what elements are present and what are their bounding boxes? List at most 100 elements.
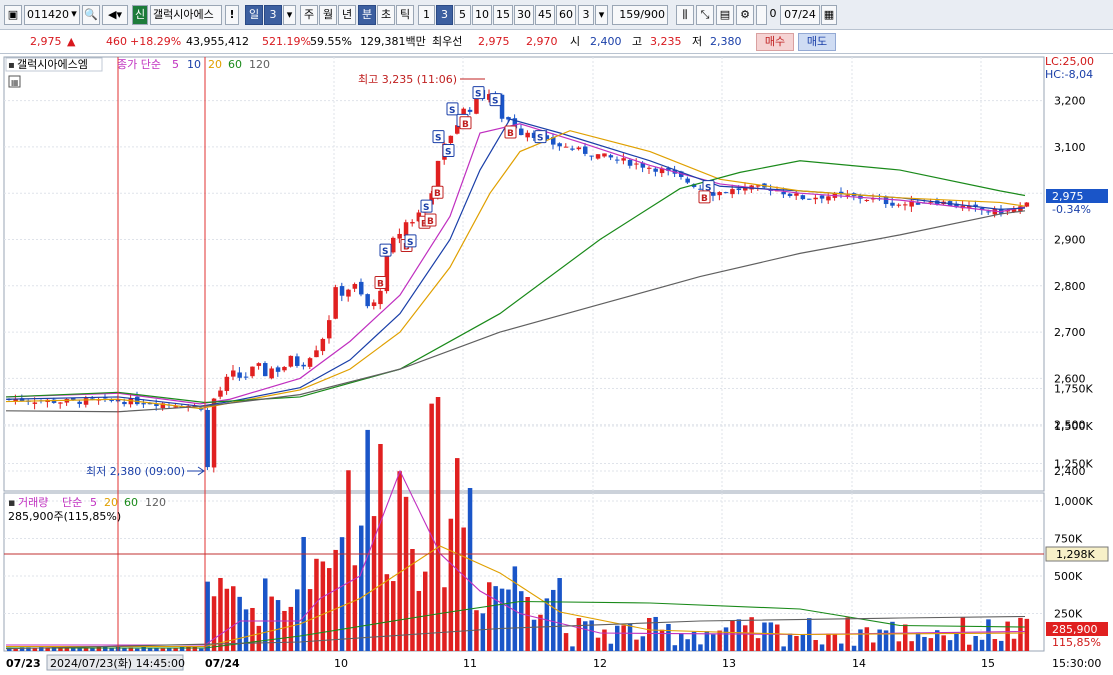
buy-signal-label: B: [427, 217, 434, 227]
volume-legend-name: 거래량: [18, 496, 48, 509]
period-week-tab[interactable]: 주: [300, 5, 318, 25]
period-minute-tab[interactable]: 분: [358, 5, 376, 25]
volume-bar: [455, 458, 460, 651]
stock-code-input[interactable]: [24, 5, 80, 25]
volume-bar: [435, 397, 441, 651]
candle-body: [218, 390, 223, 397]
period-second-tab[interactable]: 초: [377, 5, 395, 25]
calendar-icon[interactable]: ▦: [821, 5, 837, 25]
candle-body: [890, 202, 895, 206]
code-dropdown-icon[interactable]: ▾: [71, 7, 77, 20]
candle-body: [903, 204, 908, 206]
candle-body: [576, 147, 582, 150]
volume-bar: [167, 648, 172, 651]
alert-icon[interactable]: !: [225, 5, 239, 25]
volume-bar: [282, 610, 287, 651]
trade-signals: BSBSBBSBSSSSBSSBSSB: [374, 86, 715, 289]
sell-signal-label: S: [407, 238, 413, 248]
count-display[interactable]: 159/900: [612, 5, 668, 25]
candle-body: [448, 135, 454, 144]
volume-bar: [781, 646, 786, 651]
candle-body: [723, 192, 729, 194]
checkbox[interactable]: [756, 5, 767, 25]
minute-option-45[interactable]: 45: [535, 5, 555, 25]
stock-code-field[interactable]: [25, 8, 79, 21]
volume-bar: [576, 618, 582, 651]
period-day-count[interactable]: 3: [264, 5, 282, 25]
volume-bar: [979, 639, 985, 651]
minute-option-10[interactable]: 10: [472, 5, 492, 25]
vol-ma5-legend: 5: [90, 496, 97, 509]
volume-bar: [903, 624, 908, 651]
volume-bar: [442, 587, 447, 651]
volume-bar: [371, 516, 377, 651]
period-month-tab[interactable]: 월: [319, 5, 337, 25]
price-chart[interactable]: BSBSBBSBSSSSBSSBSSB ▪ 갤럭시아에스엠 종가 단순 5 10…: [0, 55, 1113, 675]
candle-body: [474, 89, 479, 114]
custom-minute-field[interactable]: 3: [578, 5, 594, 25]
time-axis-end: 15:30:00: [1052, 657, 1101, 670]
volume-bar: [122, 648, 127, 651]
volume-total: 43,955,412: [186, 35, 249, 48]
candle-body: [755, 185, 761, 187]
low-label: 저: [692, 35, 703, 48]
checkbox-label: 0: [769, 7, 777, 20]
open-label: 시: [570, 35, 581, 48]
candle-body: [410, 222, 415, 224]
volume-bar: [288, 606, 294, 651]
candle-body: [826, 196, 831, 201]
period-year-tab[interactable]: 년: [338, 5, 356, 25]
zoom-icon[interactable]: ⤡: [696, 5, 714, 25]
candle-body: [391, 237, 396, 253]
candle-body: [570, 148, 575, 150]
volume-bar: [416, 590, 422, 651]
volume-bar: [551, 589, 556, 651]
minute-option-15[interactable]: 15: [493, 5, 513, 25]
minute-option-5[interactable]: 5: [454, 5, 471, 25]
minute-option-1[interactable]: 1: [418, 5, 435, 25]
candle-body: [743, 187, 748, 191]
volume-bar: [986, 619, 991, 651]
volume-bar: [218, 577, 223, 651]
volume-bar: [935, 630, 940, 651]
candle-icon[interactable]: ⫼: [676, 5, 694, 25]
volume-bar: [864, 627, 870, 651]
volume-bar: [333, 549, 338, 651]
volume-bar: [327, 568, 332, 651]
minute-option-30[interactable]: 30: [514, 5, 534, 25]
volume-bar: [794, 635, 799, 651]
ma-legend-label: 종가 단순: [117, 58, 161, 71]
layout-icon[interactable]: ▣: [4, 5, 22, 25]
volume-bar: [403, 496, 409, 651]
candle-body: [327, 320, 332, 339]
table-toggle-icon[interactable]: [8, 75, 21, 88]
period-day-tab[interactable]: 일: [245, 5, 263, 25]
volume-bar: [627, 623, 633, 651]
minute-option-60[interactable]: 60: [556, 5, 576, 25]
minute-option-3[interactable]: 3: [436, 5, 453, 25]
custom-minute-dropdown-icon[interactable]: ▾: [595, 5, 608, 25]
candle-body: [615, 159, 620, 161]
candle-body: [160, 403, 166, 409]
sound-icon[interactable]: ◀▾: [102, 5, 128, 25]
stock-name-field[interactable]: 갤럭시아에스: [150, 5, 222, 25]
period-tick-tab[interactable]: 틱: [396, 5, 414, 25]
date-field[interactable]: 07/24: [780, 5, 820, 25]
candle-body: [864, 199, 870, 201]
candle-body: [813, 197, 818, 200]
sell-button[interactable]: 매도: [798, 33, 836, 51]
save-icon[interactable]: ▤: [716, 5, 734, 25]
search-icon[interactable]: 🔍: [82, 5, 100, 25]
volume-bar: [359, 525, 364, 651]
candle-body: [307, 358, 313, 367]
volume-tick-label: 500K: [1054, 570, 1083, 583]
volume-bar: [954, 632, 959, 651]
price-tick-label: 2,400: [1054, 465, 1086, 478]
volume-bar: [301, 536, 306, 651]
candle-body: [282, 366, 287, 371]
buy-button[interactable]: 매수: [756, 33, 794, 51]
gear-icon[interactable]: ⚙: [736, 5, 754, 25]
candle-body: [531, 132, 537, 138]
x-label-0724: 07/24: [205, 657, 240, 670]
period-dropdown-icon[interactable]: ▾: [283, 5, 296, 25]
